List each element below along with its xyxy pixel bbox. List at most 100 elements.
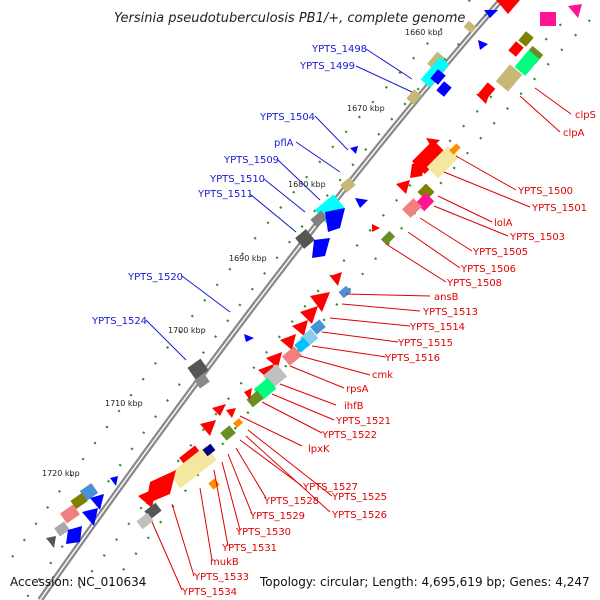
gene-feature [226,408,236,418]
gene-feature [449,143,461,155]
gene-feature [136,512,154,530]
gene-feature [402,198,422,218]
gene-label: YPTS_1511 [197,189,253,200]
gene-label: YPTS_1522 [321,430,377,441]
gene-feature [484,10,498,18]
gene-feature [427,51,445,71]
tick-label: 1680 kbp [288,180,326,189]
gene-label: ansB [434,292,459,303]
gene-feature [110,476,118,486]
gene-feature [282,346,302,366]
gene-label: YPTS_1503 [509,232,565,243]
gene-label: YPTS_1500 [517,186,573,197]
inner-gene-features [136,0,582,530]
gene-label: YPTS_1506 [460,264,516,275]
gene-feature [372,224,380,232]
left-gene-labels: YPTS_1498 YPTS_1499 YPTS_1504 pflA YPTS_… [91,44,413,361]
gene-label: YPTS_1530 [235,527,291,538]
gene-feature [436,81,452,97]
gene-label: YPTS_1527 [302,482,358,493]
gene-label: YPTS_1516 [384,353,440,364]
gene-feature [280,334,296,350]
gene-label: YPTS_1498 [311,44,367,55]
gene-feature [478,40,488,50]
gene-feature [514,50,540,76]
gene-feature [90,494,104,510]
gene-feature [82,508,98,526]
gene-label: cmk [372,370,393,381]
gene-feature [208,478,220,490]
gene-feature [430,69,446,85]
gene-feature [294,337,310,353]
gene-feature [310,292,330,312]
gene-feature [292,320,308,336]
gene-feature [495,64,523,92]
gene-label: YPTS_1513 [422,307,478,318]
gene-label: mukB [210,557,239,568]
gene-feature [518,31,534,47]
gene-feature [310,319,326,335]
gene-feature [54,521,70,537]
gene-label: YPTS_1529 [249,511,305,522]
gene-label: YPTS_1505 [472,247,528,258]
gene-label: YPTS_1525 [331,492,387,503]
gene-feature [325,208,345,232]
gene-feature [338,285,352,299]
gene-feature [426,138,440,148]
gene-feature [202,443,216,457]
gene-label: YPTS_1521 [335,416,391,427]
gene-feature [476,92,490,104]
gene-feature [396,180,410,194]
gene-label: YPTS_1514 [409,322,465,333]
gene-feature [350,146,358,154]
gene-label: ihfB [344,401,364,412]
tick-label: 1670 kbp [347,104,385,113]
gene-label: clpS [575,110,596,121]
gene-feature [540,12,556,26]
gene-feature [410,160,426,178]
accession-text: Accession: NC_010634 [10,575,146,589]
gene-label: YPTS_1509 [223,155,279,166]
gene-feature [187,358,209,380]
gene-feature [233,418,243,428]
gene-feature [244,334,254,342]
tick-label: 1690 kbp [229,254,267,263]
gene-label: clpA [563,128,585,139]
gene-label: YPTS_1510 [209,174,265,185]
gene-feature [496,0,520,14]
gene-label: pflA [274,138,294,149]
gene-feature [244,388,252,400]
gene-feature [46,536,56,548]
gene-feature [66,526,82,544]
gene-label: rpsA [346,384,369,395]
gene-feature [568,4,582,18]
right-gene-labels: clpS clpA YPTS_1500 YPTS_1501 lolA YPTS_… [151,87,596,598]
gene-label: YPTS_1533 [193,572,249,583]
gene-label: YPTS_1504 [259,112,315,123]
gene-feature [340,177,356,193]
gene-label: YPTS_1501 [531,203,587,214]
gene-feature [426,145,460,179]
gene-feature [300,306,318,324]
gene-feature [194,373,210,389]
gene-feature [417,183,435,201]
gene-label: YPTS_1499 [299,61,355,72]
gene-feature [330,272,342,286]
tick-label: 1660 kbp [405,28,443,37]
gene-label: YPTS_1528 [263,496,319,507]
gene-label: YPTS_1515 [397,338,453,349]
gene-feature [420,56,450,88]
gene-label: YPTS_1508 [446,278,502,289]
gene-feature [380,230,396,246]
gene-feature [463,20,477,34]
gene-feature [212,404,226,416]
gene-feature [312,238,330,258]
gene-feature [138,488,156,508]
gene-label: lolA [494,218,513,229]
gene-feature [508,41,524,57]
gene-label: YPTS_1534 [181,587,237,598]
gene-label: YPTS_1526 [331,510,387,521]
gene-label: YPTS_1520 [127,272,183,283]
gene-feature [70,492,88,510]
